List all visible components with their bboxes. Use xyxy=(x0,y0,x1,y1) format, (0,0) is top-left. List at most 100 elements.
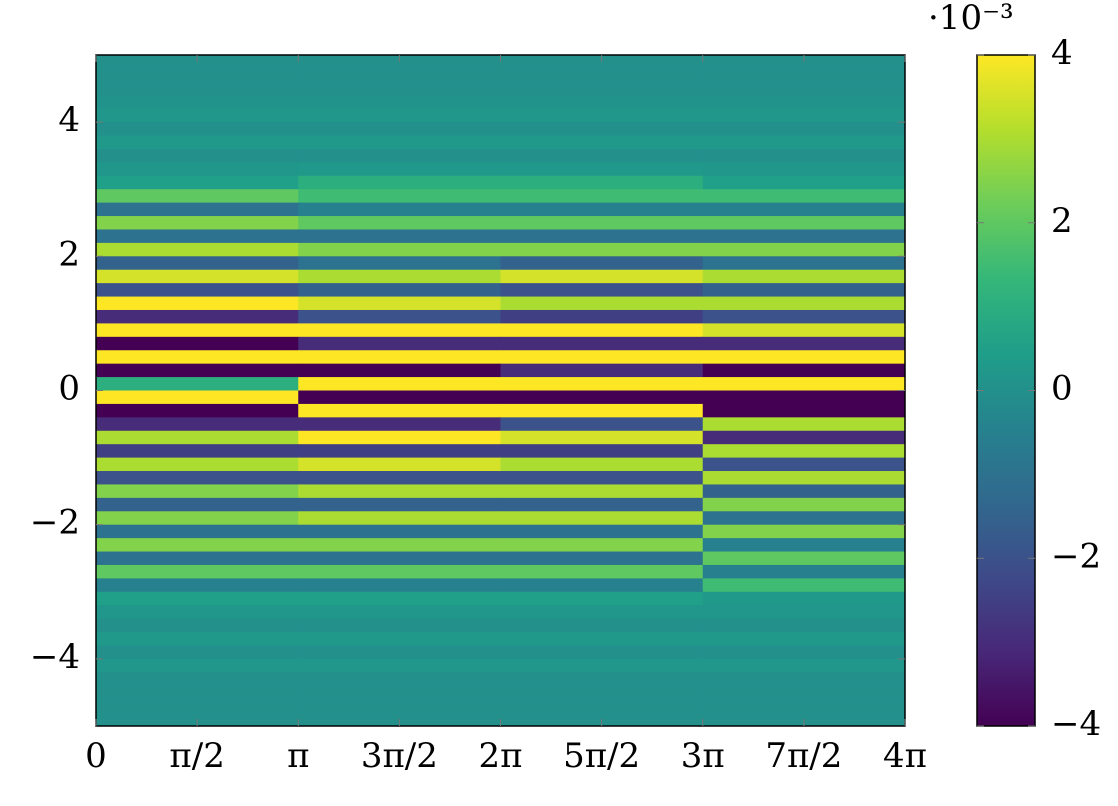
heatmap-cell xyxy=(702,390,906,405)
heatmap-cell xyxy=(298,350,501,365)
heatmap-cell xyxy=(702,336,906,351)
heatmap-cell xyxy=(298,524,501,539)
heatmap-cell xyxy=(500,202,704,217)
heatmap-cell xyxy=(702,189,906,204)
heatmap-cell xyxy=(500,645,704,660)
heatmap-cell xyxy=(96,417,299,432)
heatmap-cell xyxy=(702,122,906,137)
heatmap-cell xyxy=(298,68,501,83)
heatmap-cell xyxy=(96,578,299,593)
heatmap-cell xyxy=(500,511,704,526)
heatmap-cell xyxy=(702,229,906,244)
heatmap-cell xyxy=(96,269,299,284)
heatmap-cell xyxy=(702,283,906,298)
heatmap-cell xyxy=(702,618,906,633)
heatmap-cell xyxy=(96,363,299,378)
heatmap-cell xyxy=(702,511,906,526)
heatmap-cell xyxy=(96,122,299,137)
heatmap-cell xyxy=(298,323,501,338)
y-tick-label: −4 xyxy=(30,637,80,677)
heatmap-cell xyxy=(702,471,906,485)
x-tick-label: 3π/2 xyxy=(361,736,438,776)
heatmap-cell xyxy=(96,242,299,257)
y-tick-label: 4 xyxy=(58,100,80,140)
heatmap-cell xyxy=(500,471,704,485)
heatmap-cell xyxy=(702,296,906,311)
heatmap-cell xyxy=(500,685,704,700)
heatmap-cell xyxy=(96,511,299,526)
heatmap-cell xyxy=(702,538,906,553)
heatmap-cell xyxy=(96,390,299,405)
heatmap-cell xyxy=(702,672,906,687)
heatmap-cell xyxy=(96,538,299,553)
heatmap-cell xyxy=(702,430,906,445)
heatmap-cell xyxy=(298,256,501,271)
heatmap-cell xyxy=(96,618,299,633)
heatmap-cell xyxy=(96,645,299,660)
heatmap-cell xyxy=(96,672,299,687)
heatmap-cell xyxy=(500,430,704,445)
heatmap-cell xyxy=(96,350,299,365)
heatmap-cell xyxy=(702,645,906,660)
heatmap-cell xyxy=(500,591,704,606)
heatmap-cell xyxy=(500,564,704,579)
heatmap-cell xyxy=(500,578,704,593)
x-tick-label: 3π xyxy=(681,736,725,776)
heatmap-cell xyxy=(500,269,704,284)
x-tick-label: 4π xyxy=(883,736,927,776)
heatmap-cell xyxy=(500,497,704,512)
heatmap-cell xyxy=(298,417,501,432)
heatmap-cell xyxy=(298,377,501,391)
heatmap-cell xyxy=(96,108,299,123)
colorbar xyxy=(976,54,1036,727)
heatmap-cell xyxy=(298,618,501,633)
heatmap-cell xyxy=(96,336,299,351)
x-tick-label: 0 xyxy=(85,736,107,776)
heatmap-cell xyxy=(298,471,501,485)
x-tick-label: π/2 xyxy=(169,736,224,776)
heatmap-cell xyxy=(298,283,501,298)
heatmap-cell xyxy=(500,377,704,391)
heatmap-cell xyxy=(500,256,704,271)
heatmap-cell xyxy=(500,108,704,123)
heatmap-cell xyxy=(500,148,704,163)
colorbar-tick-label: 2 xyxy=(1051,201,1073,241)
heatmap-cell xyxy=(298,336,501,351)
heatmap-cell xyxy=(702,632,906,646)
x-tick-label: 2π xyxy=(479,736,523,776)
heatmap-cell xyxy=(702,591,906,606)
heatmap-cell xyxy=(96,229,299,244)
colorbar-tick-label: −2 xyxy=(1051,536,1101,576)
heatmap-cell xyxy=(500,417,704,432)
heatmap-cell xyxy=(702,68,906,83)
heatmap-cell xyxy=(500,484,704,499)
heatmap-cell xyxy=(298,175,501,190)
heatmap-cell xyxy=(702,685,906,700)
heatmap-cell xyxy=(500,605,704,620)
heatmap-cell xyxy=(500,229,704,244)
heatmap-cell xyxy=(500,68,704,83)
heatmap-cell xyxy=(298,229,501,244)
heatmap-cell xyxy=(96,148,299,163)
colorbar-tick-label: 0 xyxy=(1051,369,1073,409)
heatmap-cell xyxy=(702,216,906,230)
heatmap-cell xyxy=(702,377,906,391)
heatmap-cell xyxy=(96,699,299,714)
heatmap-cell xyxy=(702,108,906,123)
heatmap-cell xyxy=(702,497,906,512)
heatmap-cell xyxy=(298,81,501,96)
heatmap-cell xyxy=(96,216,299,230)
heatmap-cell xyxy=(96,658,299,673)
heatmap-cell xyxy=(298,108,501,123)
heatmap-cell xyxy=(96,471,299,485)
heatmap-cell xyxy=(500,336,704,351)
heatmap-cell xyxy=(298,699,501,714)
heatmap-cell xyxy=(298,672,501,687)
heatmap-cell xyxy=(500,81,704,96)
heatmap-cell xyxy=(96,484,299,499)
heatmap-cell xyxy=(702,363,906,378)
heatmap-cell xyxy=(96,685,299,700)
y-tick-label: 0 xyxy=(58,369,80,409)
heatmap-cell xyxy=(702,95,906,110)
